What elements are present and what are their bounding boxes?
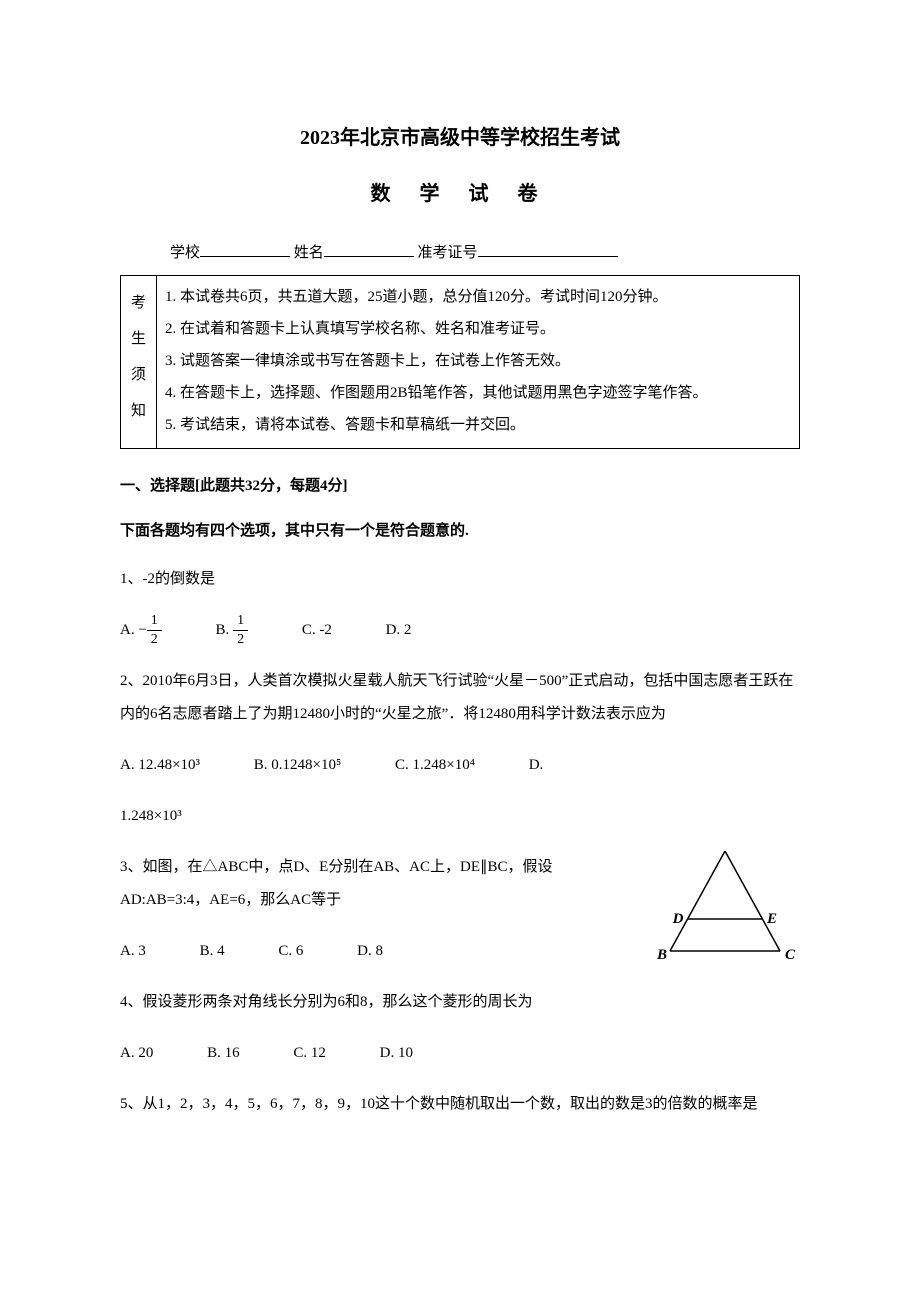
option-b: B. 4: [200, 935, 225, 968]
question-3-text: 3、如图，在△ABC中，点D、E分别在AB、AC上，DE∥BC，假设AD:AB=…: [120, 851, 800, 917]
question-4: 4、假设菱形两条对角线长分别为6和8，那么这个菱形的周长为: [120, 986, 800, 1019]
numerator: 1: [233, 614, 248, 631]
question-2: 2、2010年6月3日，人类首次模拟火星载人航天飞行试验“火星－500”正式启动…: [120, 665, 800, 731]
question-5-text: 5、从1，2，3，4，5，6，7，8，9，10这十个数中随机取出一个数，取出的数…: [120, 1088, 800, 1121]
option-a: A. 12.48×10³: [120, 749, 200, 782]
notice-item: 2. 在试着和答题卡上认真填写学校名称、姓名和准考证号。: [165, 314, 791, 344]
notice-char: 须: [129, 360, 148, 390]
exam-subtitle: 数 学 试 卷: [120, 176, 800, 212]
option-d: D. 10: [380, 1037, 413, 1070]
option-b: B. 16: [207, 1037, 240, 1070]
question-1-options: A. −12 B. 12 C. -2 D. 2: [120, 614, 800, 647]
ticket-label: 准考证号: [418, 245, 478, 261]
notice-table: 考 生 须 知 1. 本试卷共6页，共五道大题，25道小题，总分值120分。考试…: [120, 275, 800, 449]
notice-item: 3. 试题答案一律填涂或书写在答题卡上，在试卷上作答无效。: [165, 346, 791, 376]
option-label: B.: [216, 622, 234, 638]
svg-text:C: C: [785, 947, 796, 961]
denominator: 2: [233, 631, 248, 647]
question-2-options: A. 12.48×10³ B. 0.1248×10⁵ C. 1.248×10⁴ …: [120, 749, 800, 782]
question-3: 3、如图，在△ABC中，点D、E分别在AB、AC上，DE∥BC，假设AD:AB=…: [120, 851, 800, 917]
name-blank[interactable]: [324, 242, 414, 257]
option-label: A. −: [120, 622, 147, 638]
denominator: 2: [147, 631, 162, 647]
option-d-label: D.: [529, 749, 544, 782]
notice-char: 考: [129, 288, 148, 318]
question-4-options: A. 20 B. 16 C. 12 D. 10: [120, 1037, 800, 1070]
option-d: D. 8: [357, 935, 383, 968]
option-c: C. 1.248×10⁴: [395, 749, 475, 782]
section1-instruction: 下面各题均有四个选项，其中只有一个是符合题意的.: [120, 518, 800, 545]
question-2-options-cont: 1.248×10³: [120, 800, 800, 833]
notice-item: 5. 考试结束，请将本试卷、答题卡和草稿纸一并交回。: [165, 410, 791, 440]
option-d: D. 2: [386, 614, 412, 647]
option-d-cont: 1.248×10³: [120, 808, 182, 824]
numerator: 1: [147, 614, 162, 631]
option-b: B. 12: [216, 614, 249, 647]
ticket-blank[interactable]: [478, 242, 618, 257]
notice-item: 1. 本试卷共6页，共五道大题，25道小题，总分值120分。考试时间120分钟。: [165, 282, 791, 312]
option-c: C. -2: [302, 614, 332, 647]
fraction: 12: [233, 614, 248, 647]
notice-item: 4. 在答题卡上，选择题、作图题用2B铅笔作答，其他试题用黑色字迹签字笔作答。: [165, 378, 791, 408]
option-a: A. 20: [120, 1037, 153, 1070]
option-a: A. −12: [120, 614, 162, 647]
svg-text:B: B: [656, 947, 667, 961]
option-c: C. 12: [293, 1037, 326, 1070]
school-label: 学校: [170, 245, 200, 261]
notice-char: 生: [129, 324, 148, 354]
option-b: B. 0.1248×10⁵: [254, 749, 341, 782]
option-a: A. 3: [120, 935, 146, 968]
section1-title: 一、选择题[此题共32分，每题4分]: [120, 473, 800, 500]
notice-label-cell: 考 生 须 知: [121, 276, 157, 449]
question-2-text: 2、2010年6月3日，人类首次模拟火星载人航天飞行试验“火星－500”正式启动…: [120, 665, 800, 731]
question-1: 1、-2的倒数是: [120, 563, 800, 596]
question-5: 5、从1，2，3，4，5，6，7，8，9，10这十个数中随机取出一个数，取出的数…: [120, 1088, 800, 1121]
school-blank[interactable]: [200, 242, 290, 257]
notice-char: 知: [129, 396, 148, 426]
option-c: C. 6: [278, 935, 303, 968]
fraction: 12: [147, 614, 162, 647]
question-1-text: 1、-2的倒数是: [120, 563, 800, 596]
question-4-text: 4、假设菱形两条对角线长分别为6和8，那么这个菱形的周长为: [120, 986, 800, 1019]
name-label: 姓名: [294, 245, 324, 261]
exam-title: 2023年北京市高级中等学校招生考试: [120, 120, 800, 156]
student-info-line: 学校 姓名 准考证号: [120, 240, 800, 267]
notice-content-cell: 1. 本试卷共6页，共五道大题，25道小题，总分值120分。考试时间120分钟。…: [157, 276, 800, 449]
